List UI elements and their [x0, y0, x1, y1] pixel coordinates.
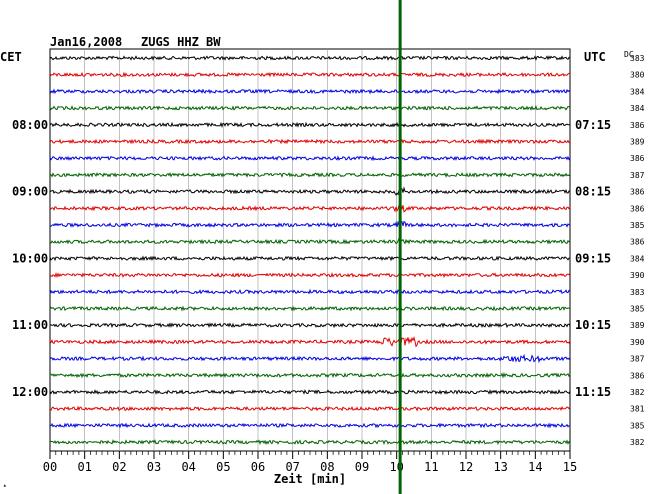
x-tick-label-15: 15 — [563, 460, 577, 474]
trace-12 — [49, 255, 570, 262]
dc-value-12: 384 — [630, 254, 645, 263]
utc-label-09:15: 09:15 — [575, 251, 611, 265]
x-tick-label-14: 14 — [528, 460, 542, 474]
dc-value-14: 383 — [630, 288, 645, 297]
trace-15 — [49, 305, 571, 312]
trace-8 — [49, 186, 571, 196]
cet-label-08:00: 08:00 — [12, 118, 48, 132]
x-tick-label-05: 05 — [216, 460, 230, 474]
trace-5 — [49, 138, 571, 145]
x-tick-label-04: 04 — [181, 460, 195, 474]
trace-20 — [49, 389, 571, 395]
trace-3 — [49, 105, 571, 111]
trace-9 — [49, 204, 571, 213]
trace-16 — [49, 322, 571, 329]
dc-value-15: 385 — [630, 305, 645, 314]
dc-value-1: 380 — [630, 71, 645, 80]
dc-value-9: 386 — [630, 204, 645, 213]
x-tick-label-00: 00 — [43, 460, 57, 474]
dc-value-13: 390 — [630, 271, 645, 280]
trace-2 — [49, 88, 571, 95]
x-tick-label-01: 01 — [77, 460, 91, 474]
dc-value-3: 384 — [630, 104, 645, 113]
trace-22 — [49, 422, 571, 429]
x-tick-label-12: 12 — [459, 460, 473, 474]
cet-hour-labels: 08:00 09:00 10:00 11:00 12:00 — [12, 118, 48, 399]
cet-label-09:00: 09:00 — [12, 185, 48, 199]
right-timezone-label: UTC — [584, 50, 606, 64]
dc-value-18: 387 — [630, 355, 645, 364]
dc-value-6: 386 — [630, 154, 645, 163]
trace-18 — [49, 353, 571, 364]
x-tick-label-11: 11 — [424, 460, 438, 474]
dc-value-2: 384 — [630, 87, 645, 96]
trace-23 — [49, 439, 571, 446]
utc-label-07:15: 07:15 — [575, 118, 611, 132]
utc-label-11:15: 11:15 — [575, 385, 611, 399]
trace-13 — [49, 272, 571, 279]
trace-19 — [49, 372, 571, 379]
x-tick-label-07: 07 — [285, 460, 299, 474]
dc-header-label: DC — [624, 50, 634, 59]
dc-value-23: 382 — [630, 438, 645, 447]
dc-value-21: 381 — [630, 405, 645, 414]
x-tick-label-06: 06 — [251, 460, 265, 474]
trace-6 — [49, 155, 571, 162]
dc-value-17: 390 — [630, 338, 645, 347]
chart-station: ZUGS HHZ BW — [141, 35, 221, 49]
x-tick-label-09: 09 — [355, 460, 369, 474]
trace-7 — [49, 171, 571, 178]
dc-value-0: 383 — [630, 54, 645, 63]
cet-label-12:00: 12:00 — [12, 385, 48, 399]
x-tick-label-13: 13 — [493, 460, 507, 474]
dc-value-4: 386 — [630, 121, 645, 130]
trace-11 — [49, 236, 571, 245]
trace-10 — [50, 220, 571, 229]
dc-value-5: 389 — [630, 138, 645, 147]
trace-0 — [49, 55, 571, 61]
trace-1 — [49, 71, 570, 78]
x-tick-label-03: 03 — [147, 460, 161, 474]
left-timezone-label: CET — [0, 50, 22, 64]
dc-value-8: 386 — [630, 188, 645, 197]
trace-14 — [49, 288, 571, 295]
x-tick-label-08: 08 — [320, 460, 334, 474]
dc-value-20: 382 — [630, 388, 645, 397]
trace-17 — [49, 335, 571, 348]
utc-label-08:15: 08:15 — [575, 185, 611, 199]
dc-value-11: 386 — [630, 238, 645, 247]
chart-date: Jan16,2008 — [50, 35, 122, 49]
corner-glyph: ▴ — [3, 482, 7, 489]
trace-21 — [49, 405, 571, 412]
dc-value-16: 389 — [630, 321, 645, 330]
cet-label-10:00: 10:00 — [12, 251, 48, 265]
dc-value-19: 386 — [630, 371, 645, 380]
dc-value-labels: 383 380 384 384 386 389 386 387 386 386 385 386 384 3… — [630, 54, 645, 447]
seismic-traces — [49, 55, 571, 446]
dc-value-10: 385 — [630, 221, 645, 230]
x-tick-label-02: 02 — [112, 460, 126, 474]
x-axis-ticks — [49, 451, 571, 459]
cet-label-11:00: 11:00 — [12, 318, 48, 332]
dc-value-22: 385 — [630, 421, 645, 430]
x-axis-label: Zeit [min] — [274, 472, 346, 486]
x-axis-tick-labels: 00 01 02 03 04 05 06 07 08 09 10 11 12 13 14 15 — [43, 460, 577, 474]
utc-hour-labels: 07:15 08:15 09:15 10:15 11:15 — [575, 118, 611, 399]
utc-label-10:15: 10:15 — [575, 318, 611, 332]
minute-gridlines — [84, 49, 536, 451]
trace-4 — [49, 121, 571, 128]
dc-value-7: 387 — [630, 171, 645, 180]
x-tick-label-10: 10 — [389, 460, 403, 474]
